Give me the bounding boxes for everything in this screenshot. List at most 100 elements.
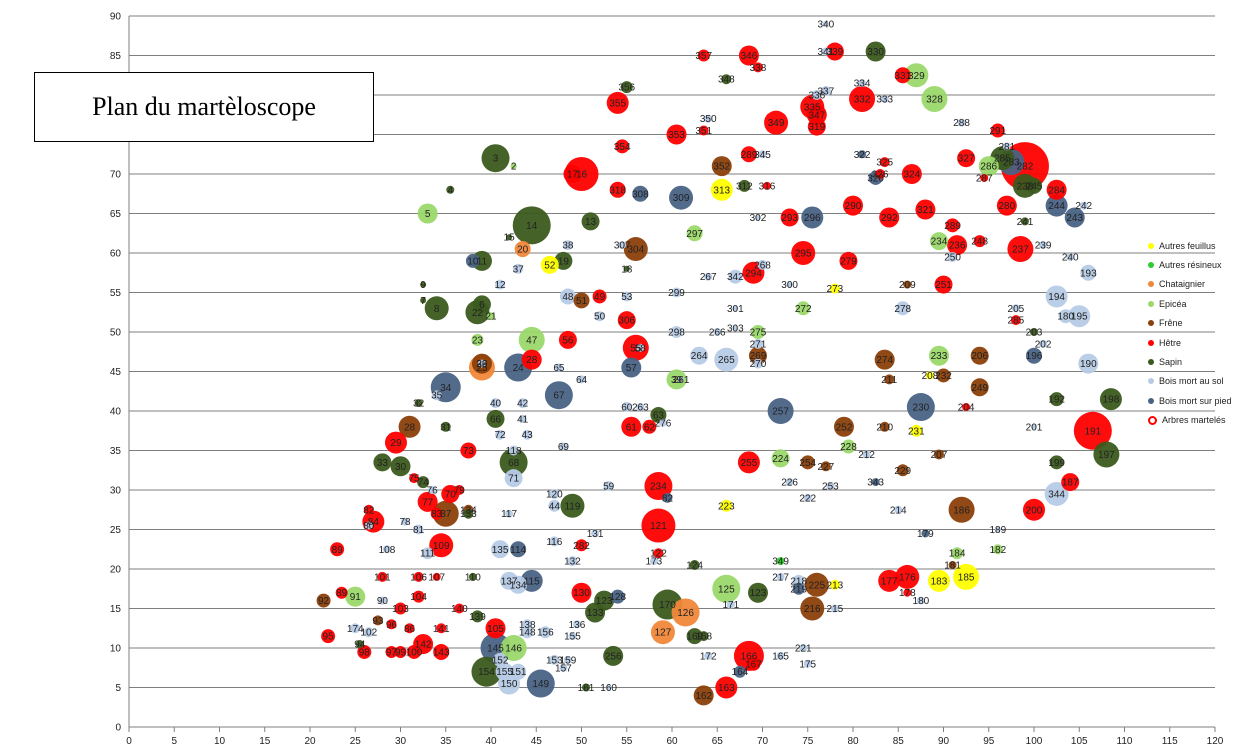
point-227 bbox=[820, 461, 831, 472]
x-tick-label: 100 bbox=[1026, 736, 1043, 747]
point-label: 347 bbox=[808, 110, 825, 121]
point-90 bbox=[378, 596, 387, 605]
point-label: 255 bbox=[741, 458, 758, 469]
point-label: 145 bbox=[487, 644, 504, 655]
point-label: 127 bbox=[655, 628, 672, 639]
point-272 bbox=[796, 301, 811, 316]
point-263 bbox=[636, 403, 645, 412]
point-80 bbox=[364, 521, 373, 530]
point-label: 79 bbox=[454, 486, 466, 497]
y-tick-label: 0 bbox=[115, 723, 121, 734]
point-91 bbox=[345, 586, 366, 607]
point-label: 349 bbox=[768, 118, 785, 129]
point-82 bbox=[363, 504, 374, 515]
x-tick-label: 55 bbox=[621, 736, 633, 747]
point-label: 28 bbox=[526, 355, 538, 366]
point-label: 65 bbox=[553, 363, 565, 374]
point-label: 91 bbox=[350, 592, 362, 603]
point-175 bbox=[803, 659, 812, 668]
point-197 bbox=[1093, 441, 1120, 468]
x-tick-label: 35 bbox=[440, 736, 452, 747]
point-149 bbox=[526, 669, 555, 698]
point-label: 271 bbox=[750, 339, 767, 350]
point-label: 21 bbox=[485, 312, 497, 323]
point-184 bbox=[951, 547, 964, 560]
point-label: 153 bbox=[546, 655, 563, 666]
point-7 bbox=[420, 297, 427, 304]
point-356 bbox=[620, 81, 633, 94]
point-label: 201 bbox=[1026, 422, 1043, 433]
point-label: 73 bbox=[463, 446, 475, 457]
point-label: 321 bbox=[917, 205, 934, 216]
point-label: 125 bbox=[718, 584, 735, 595]
point-275 bbox=[750, 325, 765, 339]
point-213 bbox=[829, 579, 840, 590]
point-340 bbox=[822, 20, 829, 27]
point-56 bbox=[558, 330, 577, 349]
legend-swatch bbox=[1148, 281, 1154, 288]
point-label: 82 bbox=[662, 493, 674, 504]
point-label: 357 bbox=[695, 51, 712, 62]
point-label: 107 bbox=[428, 572, 445, 583]
point-label: 304 bbox=[627, 245, 644, 256]
point-287 bbox=[980, 173, 989, 182]
point-label: 252 bbox=[836, 422, 853, 433]
point-48 bbox=[559, 288, 576, 305]
x-tick-label: 45 bbox=[531, 736, 543, 747]
point-121 bbox=[641, 508, 676, 543]
point-199 bbox=[1049, 455, 1064, 470]
point-349 bbox=[776, 557, 785, 566]
point-label: 285 bbox=[994, 154, 1011, 165]
point-6 bbox=[472, 295, 491, 314]
legend-label: Frêne bbox=[1159, 318, 1183, 329]
point-label: 26 bbox=[476, 359, 488, 370]
point-97 bbox=[385, 645, 398, 658]
point-4 bbox=[446, 185, 455, 194]
point-label: 226 bbox=[781, 478, 798, 489]
point-label: 71 bbox=[508, 474, 520, 485]
point-18 bbox=[623, 265, 630, 272]
point-label: 289 bbox=[741, 150, 758, 161]
point-label: 48 bbox=[562, 292, 574, 303]
point-label: 49 bbox=[594, 292, 606, 303]
point-label: 87 bbox=[440, 509, 452, 520]
point-62 bbox=[642, 419, 657, 434]
point-143 bbox=[433, 643, 450, 660]
point-label: 33 bbox=[377, 458, 389, 469]
point-57 bbox=[621, 357, 642, 378]
point-291 bbox=[990, 123, 1005, 138]
point-95 bbox=[321, 629, 336, 644]
point-label: 44 bbox=[549, 501, 561, 512]
point-label: 330 bbox=[867, 47, 884, 58]
point-label: 53 bbox=[621, 292, 633, 303]
y-tick-label: 45 bbox=[110, 367, 122, 378]
point-label: 221 bbox=[795, 644, 812, 655]
point-label: 257 bbox=[772, 407, 789, 418]
point-label: 286 bbox=[980, 162, 997, 173]
point-245 bbox=[1026, 177, 1042, 194]
point-285 bbox=[1010, 315, 1021, 326]
point-label: 329 bbox=[908, 71, 925, 82]
x-tick-label: 50 bbox=[576, 736, 588, 747]
point-label: 287 bbox=[976, 173, 993, 184]
point-label: 216 bbox=[804, 604, 821, 615]
point-128 bbox=[610, 589, 625, 604]
legend-label: Bois mort sur pied bbox=[1159, 395, 1232, 406]
point-label: 241 bbox=[1017, 217, 1034, 228]
point-248 bbox=[973, 235, 986, 248]
point-label: 300 bbox=[781, 280, 798, 291]
point-297 bbox=[686, 225, 703, 242]
point-label: 302 bbox=[750, 213, 767, 224]
point-label: 126 bbox=[677, 608, 694, 619]
y-tick-label: 10 bbox=[110, 644, 122, 655]
point-label: 37 bbox=[513, 264, 525, 275]
point-101 bbox=[377, 571, 388, 582]
point-label: 342 bbox=[727, 272, 744, 283]
point-280 bbox=[996, 195, 1017, 216]
point-label: 222 bbox=[799, 493, 816, 504]
point-195 bbox=[1068, 305, 1091, 328]
point-267 bbox=[704, 272, 713, 281]
point-209 bbox=[903, 280, 912, 289]
point-label: 92 bbox=[318, 596, 330, 607]
point-301 bbox=[732, 305, 739, 312]
